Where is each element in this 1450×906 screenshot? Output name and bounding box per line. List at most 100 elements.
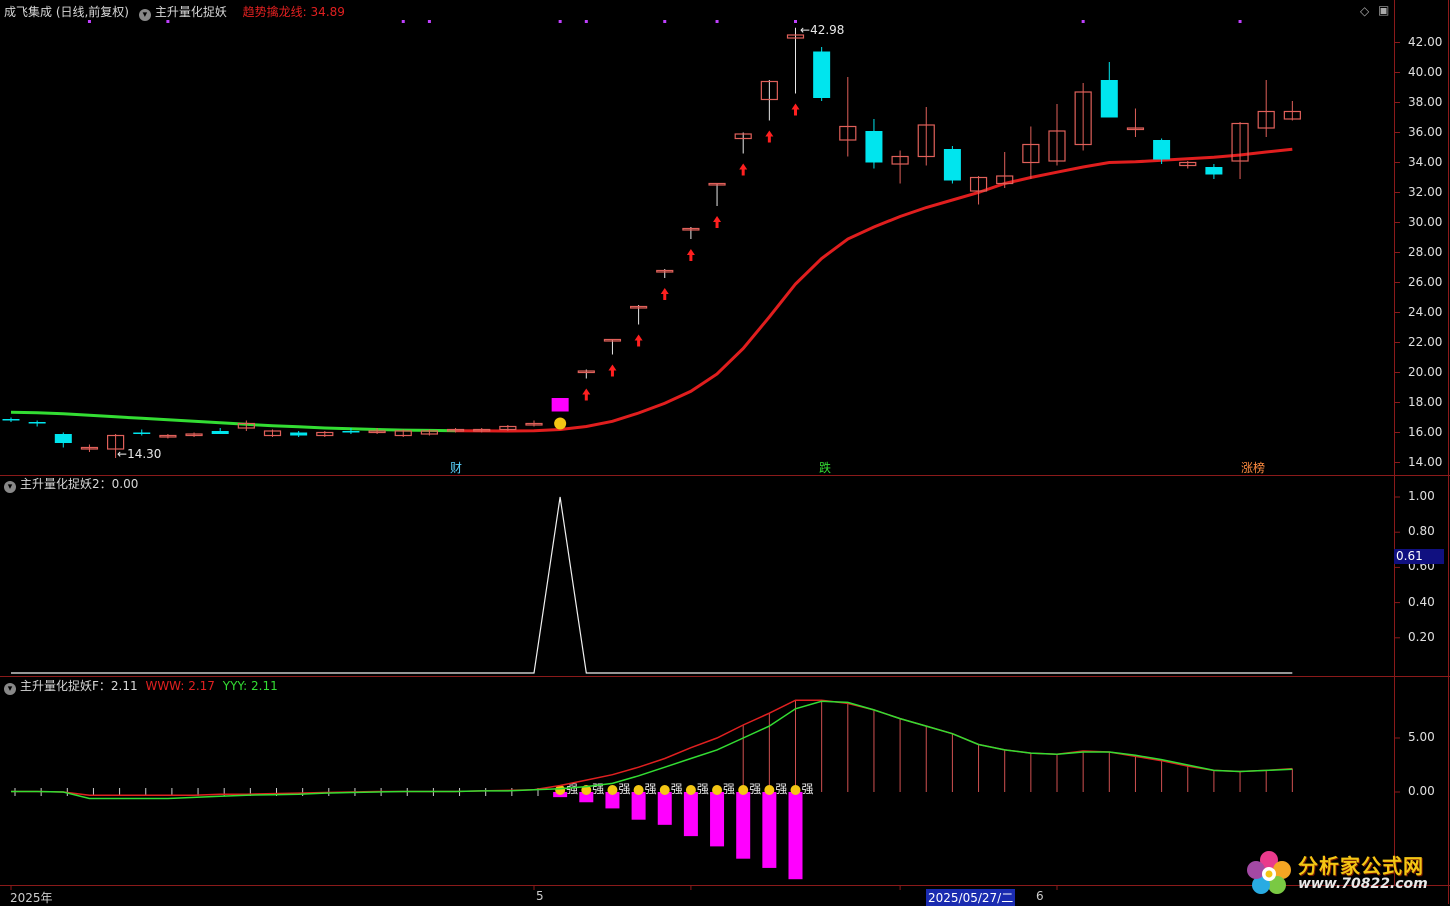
candle bbox=[734, 132, 752, 154]
stock-title[interactable]: 成飞集成 (日线,前复权) bbox=[4, 5, 129, 19]
candle-body bbox=[1048, 130, 1066, 162]
candle bbox=[80, 444, 99, 452]
candle bbox=[865, 119, 883, 169]
trend-value: 34.89 bbox=[310, 5, 345, 19]
candle-body bbox=[1153, 140, 1171, 160]
sub-axis-label: 0.20 bbox=[1408, 629, 1435, 644]
candle-body bbox=[54, 434, 72, 443]
candle-body bbox=[682, 227, 700, 231]
candle-body bbox=[969, 176, 988, 192]
candle bbox=[1231, 122, 1249, 179]
price-axis-label: 22.00 bbox=[1408, 334, 1443, 349]
panel2-toggle-icon[interactable]: ▾ bbox=[4, 481, 16, 493]
candle bbox=[603, 338, 622, 355]
high-price-label: ←42.98 bbox=[800, 23, 845, 37]
candle bbox=[1283, 101, 1301, 121]
marker-dot bbox=[558, 20, 562, 23]
marker-dot bbox=[1238, 20, 1242, 23]
sub-axis-label: 0.80 bbox=[1408, 524, 1435, 539]
up-arrow-icon bbox=[765, 130, 774, 143]
panel3-title[interactable]: 主升量化捉妖F：2.11 bbox=[20, 679, 138, 693]
window-icon[interactable]: ▣ bbox=[1378, 3, 1390, 17]
panel2-title[interactable]: 主升量化捉妖2：0.00 bbox=[20, 477, 139, 491]
panel2-header: ▾ 主升量化捉妖2：0.00 bbox=[4, 477, 138, 493]
x-label-year: 2025年 bbox=[10, 891, 53, 905]
marker-dot bbox=[715, 20, 719, 23]
candle-body bbox=[629, 305, 648, 309]
candle-layer[interactable] bbox=[2, 27, 1301, 458]
candle-body bbox=[1283, 110, 1301, 120]
candle-body bbox=[943, 149, 961, 181]
candle-body bbox=[237, 422, 255, 429]
price-axis-label: 26.00 bbox=[1408, 274, 1443, 289]
candle-body bbox=[577, 370, 595, 374]
candle bbox=[28, 420, 46, 427]
sub-axis-label: 0.40 bbox=[1408, 594, 1435, 609]
candle bbox=[786, 27, 805, 94]
candle-body bbox=[1022, 143, 1040, 164]
trend-line-green bbox=[10, 410, 456, 433]
qiang-label: 强 bbox=[775, 782, 787, 796]
candle-body bbox=[1074, 91, 1092, 146]
main-header: 成飞集成 (日线,前复权) ▾ 主升量化捉妖 趋势擒龙线: 34.89 bbox=[4, 5, 345, 21]
candle-body bbox=[1126, 127, 1145, 131]
qiang-label: 强 bbox=[671, 782, 683, 796]
qiang-label: 强 bbox=[697, 782, 709, 796]
f-axis-label: 5.00 bbox=[1408, 730, 1435, 744]
f-axis-label: 0.00 bbox=[1408, 784, 1435, 798]
candle bbox=[969, 176, 988, 205]
candle bbox=[1048, 104, 1066, 166]
sub-axis-label: 1.00 bbox=[1408, 489, 1435, 503]
candle-body bbox=[106, 434, 125, 450]
signal-layer bbox=[554, 103, 800, 430]
candle bbox=[1126, 108, 1145, 137]
money-bag-icon bbox=[790, 785, 801, 795]
hist-bar bbox=[605, 792, 620, 809]
money-bag-icon bbox=[685, 785, 696, 795]
candle-body bbox=[1231, 122, 1249, 162]
candle-body bbox=[656, 269, 674, 273]
candle bbox=[656, 269, 674, 278]
panel3-layer: 强强强强强强强强强强 bbox=[11, 699, 1400, 880]
candle bbox=[237, 420, 255, 431]
price-axis-label: 14.00 bbox=[1408, 454, 1443, 469]
candle bbox=[185, 432, 203, 437]
top-marker-dots bbox=[87, 20, 1242, 23]
up-arrow-icon bbox=[660, 288, 669, 300]
price-axis-label: 40.00 bbox=[1408, 64, 1443, 79]
x-label-may: 5 bbox=[536, 889, 544, 903]
candle-body bbox=[499, 425, 517, 431]
price-axis-label: 42.00 bbox=[1408, 34, 1443, 49]
panel3-toggle-icon[interactable]: ▾ bbox=[4, 683, 16, 695]
hist-bar bbox=[579, 792, 594, 803]
candle-body bbox=[133, 432, 151, 434]
candle bbox=[1100, 62, 1118, 118]
hist-bar bbox=[762, 792, 777, 868]
candle bbox=[760, 80, 778, 121]
trend-label: 趋势擒龙线: bbox=[242, 5, 307, 19]
candle bbox=[943, 146, 961, 184]
candle-body bbox=[891, 155, 909, 165]
watermark: 分析家公式网 www.70822.com bbox=[1242, 846, 1442, 900]
candle-body bbox=[839, 125, 857, 141]
money-bag-icon bbox=[764, 785, 775, 795]
candle bbox=[473, 428, 491, 433]
candle-body bbox=[342, 431, 360, 433]
die-label: 跌 bbox=[819, 461, 832, 475]
indicator-toggle-icon[interactable]: ▾ bbox=[138, 9, 151, 21]
price-axis-label: 16.00 bbox=[1408, 424, 1443, 439]
diamond-icon[interactable]: ◇ bbox=[1360, 4, 1370, 18]
marker-dot bbox=[794, 20, 797, 23]
price-axis-label: 28.00 bbox=[1408, 244, 1443, 259]
price-axis-label: 38.00 bbox=[1408, 94, 1443, 109]
grid-lines bbox=[10, 42, 1400, 890]
low-price-label: ←14.30 bbox=[117, 447, 162, 461]
indicator-name[interactable]: 主升量化捉妖 bbox=[154, 5, 227, 19]
price-axis-label: 32.00 bbox=[1408, 184, 1443, 199]
candle bbox=[551, 398, 569, 412]
candle bbox=[54, 432, 72, 448]
candle-body bbox=[316, 431, 334, 437]
candle bbox=[1074, 83, 1092, 151]
candle bbox=[682, 227, 700, 239]
price-axis-label: 36.00 bbox=[1408, 124, 1443, 139]
